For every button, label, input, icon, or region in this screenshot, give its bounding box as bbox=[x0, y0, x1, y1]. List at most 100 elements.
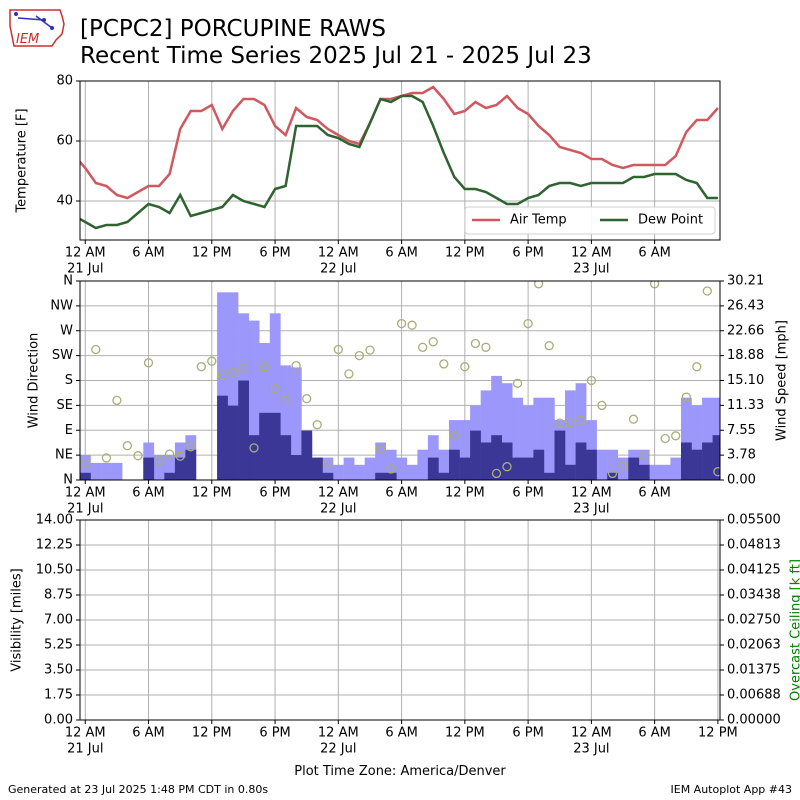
speed-bar bbox=[554, 430, 566, 480]
direction-point bbox=[386, 464, 396, 474]
speed-bar bbox=[438, 472, 450, 480]
legend-box bbox=[464, 206, 716, 235]
x-tick-label: 6 AM bbox=[638, 246, 671, 261]
direction-point bbox=[671, 431, 681, 441]
x-tick-label: 12 PM bbox=[192, 726, 232, 741]
x-tick-label: 6 AM bbox=[385, 726, 418, 741]
direction-point bbox=[502, 462, 512, 472]
direction-point bbox=[91, 344, 101, 355]
visibility-tick-label: 5.25 bbox=[44, 638, 73, 653]
app-credit: IEM Autoplot App #43 bbox=[670, 783, 793, 796]
visibility-tick-label: 12.25 bbox=[36, 538, 73, 553]
direction-point bbox=[333, 344, 343, 355]
ceiling-tick-label: 0.00000 bbox=[727, 713, 781, 728]
gust-bar bbox=[217, 292, 228, 480]
direction-point bbox=[418, 342, 428, 352]
x-tick-label: 12 PM bbox=[698, 726, 738, 741]
ceiling-tick-label: 0.05500 bbox=[727, 513, 781, 528]
x-tick-label: 12 AM bbox=[571, 726, 612, 741]
timezone-label: Plot Time Zone: America/Denver bbox=[294, 764, 506, 779]
direction-point bbox=[217, 370, 227, 380]
direction-point bbox=[143, 358, 154, 368]
gust-bar bbox=[512, 397, 524, 480]
direction-point bbox=[713, 467, 720, 477]
ceiling-tick-label: 0.04813 bbox=[727, 538, 781, 553]
direction-point bbox=[512, 378, 523, 388]
x-tick-label: 6 AM bbox=[385, 486, 418, 501]
direction-point bbox=[164, 449, 175, 459]
gust-bar bbox=[480, 390, 492, 480]
direction-point bbox=[555, 418, 565, 428]
speed-tick-label: 11.33 bbox=[727, 398, 764, 413]
gust-bar bbox=[101, 462, 112, 480]
speed-bar bbox=[607, 472, 618, 480]
gust-bar bbox=[659, 464, 671, 480]
direction-point bbox=[196, 362, 206, 372]
direction-point bbox=[228, 367, 238, 377]
generated-note: Generated at 23 Jul 2025 1:48 PM CDT in … bbox=[8, 783, 269, 796]
direction-point bbox=[238, 363, 249, 373]
x-tick-date-label: 22 Jul bbox=[320, 502, 356, 517]
gust-bar bbox=[596, 449, 608, 480]
x-tick-label: 12 AM bbox=[65, 726, 106, 741]
direction-point bbox=[312, 420, 322, 430]
x-tick-label: 6 AM bbox=[638, 486, 671, 501]
x-tick-label: 12 AM bbox=[318, 246, 359, 261]
gust-bar bbox=[396, 457, 408, 480]
y-tick-label: 40 bbox=[56, 194, 73, 209]
speed-bar bbox=[290, 455, 302, 480]
gust-bar bbox=[111, 462, 123, 480]
speed-bar bbox=[322, 472, 334, 480]
x-tick-date-label: 23 Jul bbox=[573, 502, 609, 517]
speed-bar bbox=[227, 405, 239, 480]
direction-point bbox=[439, 359, 449, 369]
direction-point bbox=[280, 395, 291, 405]
direction-tick-label: N bbox=[63, 473, 73, 488]
direction-point bbox=[80, 458, 90, 469]
speed-tick-label: 15.10 bbox=[727, 373, 764, 388]
direction-point bbox=[344, 369, 354, 379]
y-tick-label: 80 bbox=[56, 74, 73, 89]
gust-bar bbox=[354, 464, 365, 480]
x-tick-label: 12 PM bbox=[445, 726, 485, 741]
gust-bar bbox=[417, 449, 429, 480]
gust-bar bbox=[681, 397, 692, 480]
speed-bar bbox=[459, 457, 471, 480]
direction-point bbox=[681, 392, 691, 402]
direction-point bbox=[323, 458, 333, 469]
direction-tick-label: SW bbox=[52, 348, 73, 363]
x-tick-label: 12 AM bbox=[65, 246, 106, 261]
gust-bar bbox=[164, 455, 176, 480]
gust-bar bbox=[438, 449, 450, 480]
direction-point bbox=[133, 451, 143, 461]
direction-point bbox=[639, 450, 649, 460]
direction-point bbox=[396, 318, 407, 329]
speed-bar bbox=[174, 457, 186, 480]
speed-bar bbox=[491, 435, 502, 480]
speed-bar bbox=[565, 464, 576, 480]
speed-tick-label: 26.43 bbox=[727, 298, 764, 313]
speed-bar bbox=[628, 457, 640, 480]
direction-point bbox=[533, 281, 544, 289]
x-tick-date-label: 23 Jul bbox=[573, 262, 609, 277]
speed-bar bbox=[702, 442, 713, 480]
speed-bar bbox=[691, 449, 703, 480]
visibility-tick-label: 8.75 bbox=[44, 588, 73, 603]
visibility-tick-label: 3.50 bbox=[44, 663, 73, 678]
chart-subtitle: Recent Time Series 2025 Jul 21 - 2025 Ju… bbox=[80, 43, 592, 69]
direction-point bbox=[460, 362, 470, 372]
direction-point bbox=[186, 442, 196, 452]
speed-bar bbox=[312, 457, 323, 480]
speed-bar bbox=[185, 449, 197, 480]
gust-bar bbox=[702, 397, 713, 480]
dew-point-line bbox=[80, 94, 718, 230]
speed-tick-label: 22.66 bbox=[727, 323, 764, 338]
gust-bar bbox=[491, 375, 502, 480]
air-temp-line bbox=[80, 85, 719, 200]
speed-bar bbox=[712, 435, 720, 480]
speed-bar bbox=[280, 435, 292, 480]
direction-point bbox=[101, 453, 112, 463]
speed-bar bbox=[449, 449, 460, 480]
gust-bar bbox=[259, 343, 270, 480]
direction-tick-label: NW bbox=[50, 298, 73, 313]
